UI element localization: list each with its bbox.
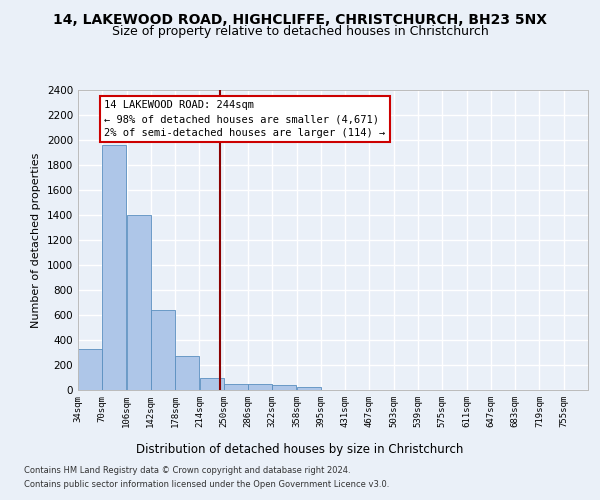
Bar bbox=[200, 378, 224, 390]
Bar bbox=[127, 215, 151, 390]
Text: Contains public sector information licensed under the Open Government Licence v3: Contains public sector information licen… bbox=[24, 480, 389, 489]
Bar bbox=[175, 356, 199, 390]
Text: 14, LAKEWOOD ROAD, HIGHCLIFFE, CHRISTCHURCH, BH23 5NX: 14, LAKEWOOD ROAD, HIGHCLIFFE, CHRISTCHU… bbox=[53, 12, 547, 26]
Bar bbox=[151, 310, 175, 390]
Text: Distribution of detached houses by size in Christchurch: Distribution of detached houses by size … bbox=[136, 442, 464, 456]
Text: 14 LAKEWOOD ROAD: 244sqm
← 98% of detached houses are smaller (4,671)
2% of semi: 14 LAKEWOOD ROAD: 244sqm ← 98% of detach… bbox=[104, 100, 386, 138]
Bar bbox=[103, 145, 127, 390]
Y-axis label: Number of detached properties: Number of detached properties bbox=[31, 152, 41, 328]
Text: Size of property relative to detached houses in Christchurch: Size of property relative to detached ho… bbox=[112, 25, 488, 38]
Bar bbox=[296, 387, 321, 390]
Bar bbox=[248, 384, 272, 390]
Bar bbox=[272, 385, 296, 390]
Bar bbox=[78, 350, 102, 390]
Bar bbox=[224, 384, 248, 390]
Text: Contains HM Land Registry data © Crown copyright and database right 2024.: Contains HM Land Registry data © Crown c… bbox=[24, 466, 350, 475]
